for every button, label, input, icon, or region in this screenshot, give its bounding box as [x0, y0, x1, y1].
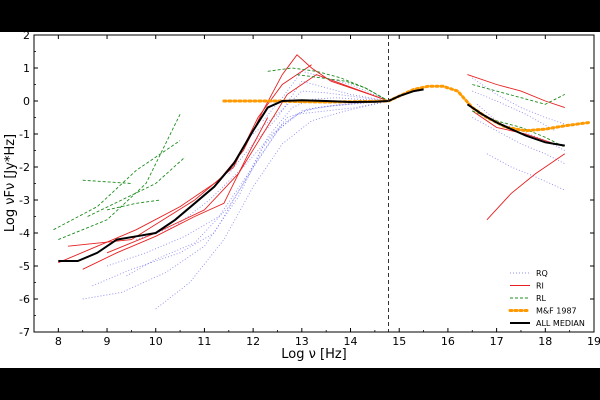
- series-rq-curve: [82, 100, 389, 300]
- x-tick-label: 8: [55, 335, 62, 348]
- legend-label-rl: RL: [536, 294, 547, 303]
- y-tick-label: -1: [19, 128, 30, 141]
- series-rq-curve: [262, 70, 389, 122]
- y-tick-label: -6: [19, 293, 30, 306]
- series-rl-curve: [106, 199, 161, 211]
- series-layer: [53, 54, 591, 310]
- y-tick-label: -7: [19, 326, 30, 339]
- x-tick-label: 17: [490, 335, 504, 348]
- legend-label-mf: M&F 1987: [536, 307, 577, 316]
- legend-label-median: ALL MEDIAN: [536, 319, 585, 328]
- series-rl-curve: [267, 67, 389, 102]
- series-rl-curve: [472, 84, 566, 105]
- series-ri-curve: [58, 54, 389, 264]
- y-tick-label: -5: [19, 260, 30, 273]
- x-tick-label: 18: [538, 335, 552, 348]
- series-ri-curve: [467, 74, 565, 109]
- series-mf-curve: [222, 84, 591, 133]
- x-tick-label: 13: [295, 335, 309, 348]
- series-rq-curve: [472, 77, 565, 125]
- series-rq: [82, 70, 566, 310]
- legend: RQ RI RL M&F 1987 ALL MEDIAN: [508, 269, 585, 328]
- top-black-band: [0, 0, 600, 32]
- x-tick-label: 14: [344, 335, 358, 348]
- x-tick-label: 19: [587, 335, 600, 348]
- series-rl-curve: [296, 74, 389, 102]
- x-tick-label: 12: [246, 335, 260, 348]
- x-axis-label: Log ν [Hz]: [281, 347, 347, 362]
- series-ri: [58, 54, 566, 270]
- series-rl-curve: [82, 179, 132, 184]
- series-rq-curve: [472, 90, 556, 132]
- bottom-black-band: [0, 368, 600, 400]
- series-median: [58, 88, 565, 262]
- figure-background: [0, 32, 600, 368]
- y-tick-label: -3: [19, 194, 30, 207]
- legend-label-ri: RI: [536, 282, 544, 291]
- series-ri-curve: [472, 110, 556, 145]
- series-rl-curve: [87, 156, 186, 217]
- legend-label-rq: RQ: [536, 269, 548, 278]
- series-ri-curve: [68, 64, 312, 247]
- series-mf: [222, 84, 591, 133]
- series-rq-curve: [126, 100, 389, 277]
- y-axis-label: Log νFν [Jy*Hz]: [3, 134, 18, 232]
- series-rq-curve: [252, 90, 389, 135]
- x-tick-label: 16: [441, 335, 455, 348]
- series-rl-curve: [53, 140, 181, 231]
- y-tick-label: 0: [23, 95, 30, 108]
- series-rq-curve: [228, 80, 389, 174]
- series-ri-curve: [106, 74, 389, 254]
- x-ticks: 8 9 10 11 12 13 14 15 16 17 18 19: [33, 35, 600, 348]
- series-median-curve: [58, 88, 424, 262]
- series-rl-curve: [58, 114, 181, 241]
- x-tick-label: 11: [197, 335, 211, 348]
- y-tick-label: -2: [19, 161, 30, 174]
- series-rq-curve: [472, 117, 566, 165]
- y-tick-label: -4: [19, 227, 30, 240]
- series-ri-curve: [82, 117, 269, 270]
- y-tick-label: 1: [23, 62, 30, 75]
- series-ri-curve: [486, 153, 566, 221]
- series-median-curve: [466, 103, 565, 147]
- x-tick-label: 15: [392, 335, 406, 348]
- x-tick-label: 10: [149, 335, 163, 348]
- y-ticks: 2 1 0 -1 -2 -3 -4 -5 -6 -7: [19, 29, 594, 339]
- x-tick-label: 9: [104, 335, 111, 348]
- y-tick-label: 2: [23, 29, 30, 42]
